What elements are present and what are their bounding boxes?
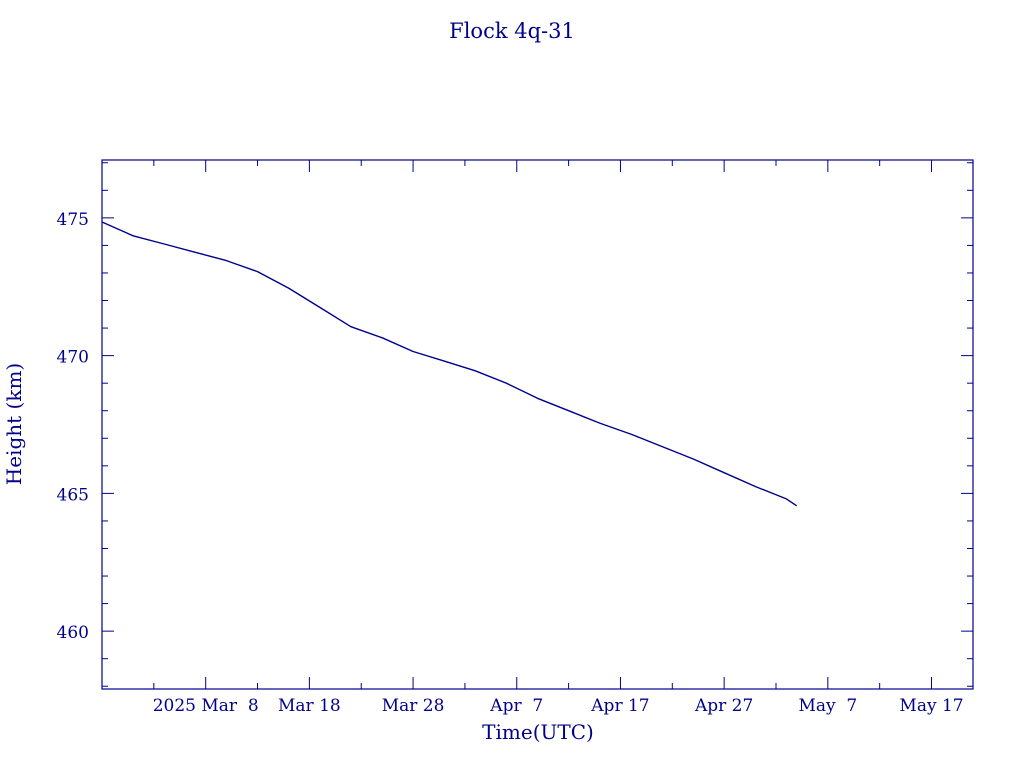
y-axis-ticks bbox=[102, 162, 973, 687]
plot-frame bbox=[101, 159, 974, 690]
x-axis-label: Time(UTC) bbox=[482, 720, 594, 744]
x-tick-label: May 7 bbox=[798, 696, 857, 716]
y-axis-label: Height (km) bbox=[2, 363, 26, 485]
x-tick-label: Apr 27 bbox=[694, 696, 753, 716]
x-tick-label: 2025 Mar 8 bbox=[153, 696, 259, 716]
x-tick-label: Mar 18 bbox=[278, 696, 341, 716]
x-tick-label: May 17 bbox=[899, 696, 963, 716]
x-tick-label: Mar 28 bbox=[382, 696, 445, 716]
series-group bbox=[101, 221, 798, 507]
y-tick-label: 465 bbox=[57, 485, 89, 505]
y-axis-tick-labels: 460 465 470 475 bbox=[57, 210, 89, 643]
y-tick-label: 470 bbox=[57, 348, 89, 368]
x-tick-label: Apr 7 bbox=[489, 696, 543, 716]
y-tick-label: 475 bbox=[57, 210, 89, 230]
y-tick-label: 460 bbox=[57, 623, 89, 643]
x-axis-ticks bbox=[101, 160, 933, 689]
x-tick-label: Apr 17 bbox=[590, 696, 649, 716]
chart-title: Flock 4q-31 bbox=[449, 19, 575, 43]
series-line bbox=[101, 221, 798, 507]
x-axis-tick-labels: 2025 Mar 8 Mar 18 Mar 28 Apr 7 Apr 17 Apr 27 M… bbox=[153, 696, 964, 716]
